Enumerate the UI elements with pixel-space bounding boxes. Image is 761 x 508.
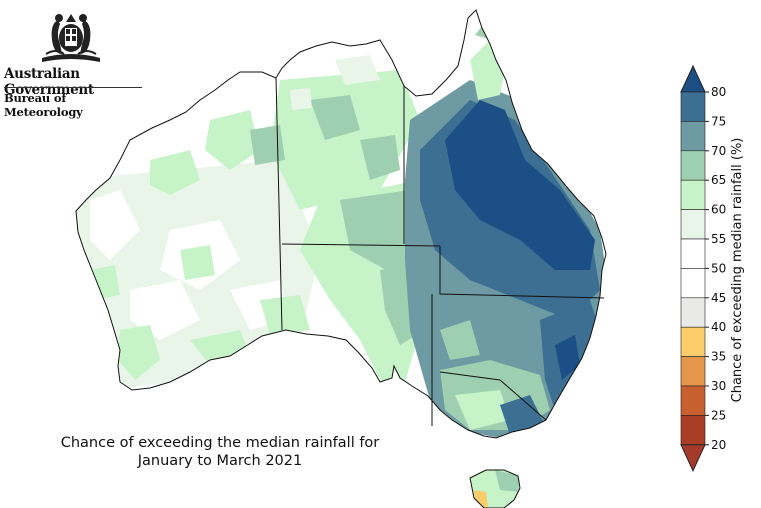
map-title-line2: January to March 2021: [137, 453, 303, 469]
coat-of-arms-icon: [42, 14, 100, 62]
government-logo: Australian Government Bureau of Meteorol…: [0, 6, 150, 119]
bureau-name: Bureau of Meteorology: [4, 91, 83, 119]
header-divider: [4, 87, 142, 88]
state-borders: [275, 77, 605, 426]
map-title: Chance of exceeding the median rainfall …: [20, 434, 420, 470]
government-name: Australian Government: [4, 66, 94, 98]
map-title-line1: Chance of exceeding the median rainfall …: [60, 435, 380, 451]
